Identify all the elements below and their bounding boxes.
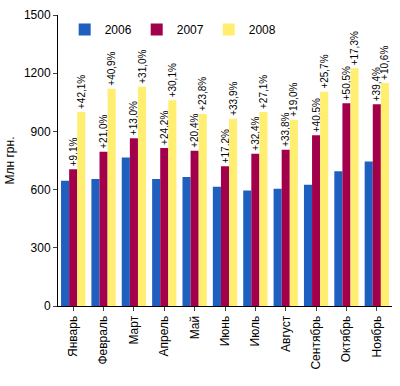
svg-text:+23,8%: +23,8% [197, 77, 208, 111]
svg-text:300: 300 [31, 241, 51, 255]
svg-text:+40,5%: +40,5% [311, 98, 322, 132]
svg-text:+40,9%: +40,9% [106, 51, 117, 85]
svg-text:Апрель: Апрель [157, 316, 171, 357]
svg-text:Ноябрь: Ноябрь [370, 316, 384, 358]
svg-text:+24,2%: +24,2% [159, 111, 170, 145]
svg-text:Май: Май [188, 316, 202, 340]
svg-text:+10,6%: +10,6% [379, 46, 390, 80]
svg-text:1500: 1500 [24, 8, 51, 22]
svg-text:+13,0%: +13,0% [128, 101, 139, 135]
svg-text:+19,0%: +19,0% [288, 82, 299, 116]
svg-text:Июль: Июль [248, 316, 262, 347]
svg-text:+17,3%: +17,3% [349, 31, 360, 65]
svg-text:Январь: Январь [66, 316, 80, 357]
svg-text:+17,2%: +17,2% [220, 129, 231, 163]
svg-text:+31,0%: +31,0% [137, 49, 148, 83]
svg-text:0: 0 [44, 299, 51, 313]
svg-text:+20,4%: +20,4% [189, 113, 200, 147]
svg-text:Млн грн.: Млн грн. [3, 137, 17, 185]
svg-text:+9,1%: +9,1% [68, 137, 79, 166]
svg-text:+32,4%: +32,4% [250, 116, 261, 150]
svg-text:2008: 2008 [249, 23, 276, 37]
svg-text:+33,8%: +33,8% [280, 113, 291, 147]
svg-text:+42,1%: +42,1% [76, 75, 87, 109]
svg-text:+25,7%: +25,7% [319, 54, 330, 88]
svg-text:+33,9%: +33,9% [228, 81, 239, 115]
svg-text:900: 900 [31, 125, 51, 139]
svg-text:Июнь: Июнь [218, 316, 232, 347]
svg-text:+50,5%: +50,5% [341, 66, 352, 100]
svg-text:2007: 2007 [177, 23, 204, 37]
svg-text:Октябрь: Октябрь [339, 316, 353, 363]
svg-text:Сентябрь: Сентябрь [309, 316, 323, 370]
svg-text:Август: Август [279, 315, 293, 352]
svg-text:Март: Март [127, 315, 141, 344]
svg-text:+39,4%: +39,4% [371, 67, 382, 101]
svg-text:+30,1%: +30,1% [167, 63, 178, 97]
svg-text:2006: 2006 [105, 23, 132, 37]
svg-text:1200: 1200 [24, 66, 51, 80]
svg-text:+21,0%: +21,0% [98, 114, 109, 148]
svg-text:+27,1%: +27,1% [258, 75, 269, 109]
svg-text:600: 600 [31, 183, 51, 197]
svg-text:Февраль: Февраль [96, 316, 110, 365]
